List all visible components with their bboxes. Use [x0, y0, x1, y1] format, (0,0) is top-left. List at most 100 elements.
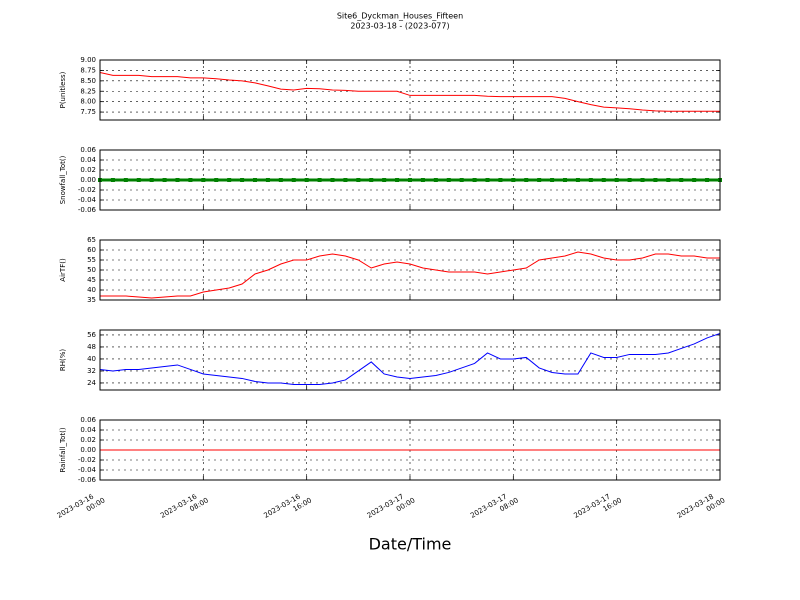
y-tick-label: 40 — [87, 355, 96, 363]
data-marker — [149, 178, 154, 182]
data-marker — [601, 178, 606, 182]
x-tick-label: 2023-03-1708:00 — [469, 489, 520, 528]
data-marker — [446, 178, 451, 182]
data-marker — [498, 178, 503, 182]
axes-frame — [99, 149, 721, 211]
y-tick-label: -0.02 — [78, 186, 96, 194]
y-axis-label: RH(%) — [59, 349, 67, 372]
axes-frame — [99, 59, 721, 121]
data-marker — [240, 178, 245, 182]
data-marker — [201, 178, 206, 182]
x-tick-label: 2023-03-1800:00 — [676, 489, 727, 528]
data-marker — [253, 178, 257, 182]
y-tick-label: 0.02 — [80, 166, 96, 174]
data-line — [99, 72, 720, 112]
data-marker — [408, 178, 412, 182]
y-tick-label: 8.25 — [80, 87, 96, 95]
y-tick-label: 60 — [87, 246, 96, 254]
y-tick-label: 8.00 — [80, 98, 96, 106]
data-marker — [265, 178, 270, 182]
y-tick-label: -0.04 — [78, 196, 97, 204]
data-marker — [162, 178, 167, 182]
data-marker — [330, 178, 335, 182]
chart-title: Site6_Dyckman_Houses_Fifteen — [337, 12, 463, 21]
data-marker — [472, 178, 477, 182]
y-tick-label: 0.00 — [80, 176, 96, 184]
y-tick-label: 55 — [87, 256, 96, 264]
y-tick-label: -0.04 — [78, 466, 97, 474]
y-axis-label: Rainfall_Tot() — [59, 427, 67, 472]
data-marker — [692, 178, 697, 182]
y-tick-label: 56 — [87, 331, 96, 339]
data-marker — [304, 178, 309, 182]
data-marker — [537, 178, 542, 182]
data-marker — [123, 178, 128, 182]
data-marker — [317, 178, 322, 182]
data-marker — [382, 178, 387, 182]
y-tick-label: 24 — [87, 379, 96, 387]
data-marker — [227, 178, 232, 182]
y-axis-label: Snowfall_Tot() — [59, 155, 67, 204]
y-tick-label: 7.75 — [80, 108, 96, 116]
data-marker — [575, 178, 580, 182]
data-marker — [511, 178, 516, 182]
x-tick-label: 2023-03-1608:00 — [159, 489, 210, 528]
y-tick-label: 35 — [87, 296, 96, 304]
data-marker — [110, 178, 115, 182]
y-tick-label: 32 — [87, 367, 96, 375]
y-tick-label: 9.00 — [80, 56, 96, 64]
data-marker — [420, 178, 425, 182]
data-line — [100, 251, 720, 299]
x-tick-label: 2023-03-1700:00 — [366, 489, 417, 528]
x-tick-label: 2023-03-1600:00 — [56, 489, 107, 528]
axes-frame — [99, 419, 721, 481]
y-tick-label: -0.06 — [78, 206, 97, 214]
data-marker — [666, 178, 671, 182]
y-tick-label: 65 — [87, 236, 96, 244]
data-marker — [679, 178, 684, 182]
data-marker — [214, 178, 219, 182]
data-marker — [291, 178, 296, 182]
chart-subtitle: 2023-03-18 - (2023-077) — [350, 22, 449, 31]
data-marker — [188, 178, 193, 182]
data-marker — [433, 178, 438, 182]
data-marker — [356, 178, 361, 182]
data-marker — [640, 178, 645, 182]
y-tick-label: 0.00 — [80, 446, 96, 454]
data-marker — [550, 178, 555, 182]
data-marker — [614, 178, 619, 182]
y-tick-label: 48 — [87, 343, 96, 351]
y-tick-label: 45 — [87, 276, 96, 284]
data-line — [99, 332, 721, 385]
data-marker — [369, 178, 374, 182]
y-tick-label: 0.04 — [80, 156, 96, 164]
data-marker — [485, 178, 490, 182]
x-tick-label: 2023-03-1616:00 — [263, 489, 314, 528]
y-tick-label: -0.02 — [78, 456, 96, 464]
y-tick-label: 8.75 — [80, 66, 96, 74]
data-marker — [653, 178, 658, 182]
data-marker — [343, 178, 348, 182]
y-tick-label: 8.50 — [80, 77, 96, 85]
y-tick-label: 0.06 — [80, 146, 96, 154]
data-marker — [563, 178, 567, 182]
data-marker — [524, 178, 529, 182]
y-axis-label: AirTF() — [59, 258, 67, 282]
axes-frame — [99, 329, 721, 391]
axes-frame — [99, 239, 721, 301]
y-tick-label: 0.02 — [80, 436, 96, 444]
data-marker — [136, 178, 141, 182]
y-tick-label: -0.06 — [78, 476, 97, 484]
data-marker — [459, 178, 464, 182]
y-tick-label: 40 — [87, 286, 96, 294]
data-marker — [705, 178, 710, 182]
x-axis-label: Date/Time — [369, 535, 452, 554]
y-tick-label: 0.04 — [80, 426, 96, 434]
data-marker — [175, 178, 180, 182]
y-axis-label: P(unitless) — [59, 71, 67, 108]
data-marker — [588, 178, 593, 182]
x-tick-label: 2023-03-1716:00 — [573, 489, 624, 528]
data-marker — [278, 178, 283, 182]
y-tick-label: 0.06 — [80, 416, 96, 424]
